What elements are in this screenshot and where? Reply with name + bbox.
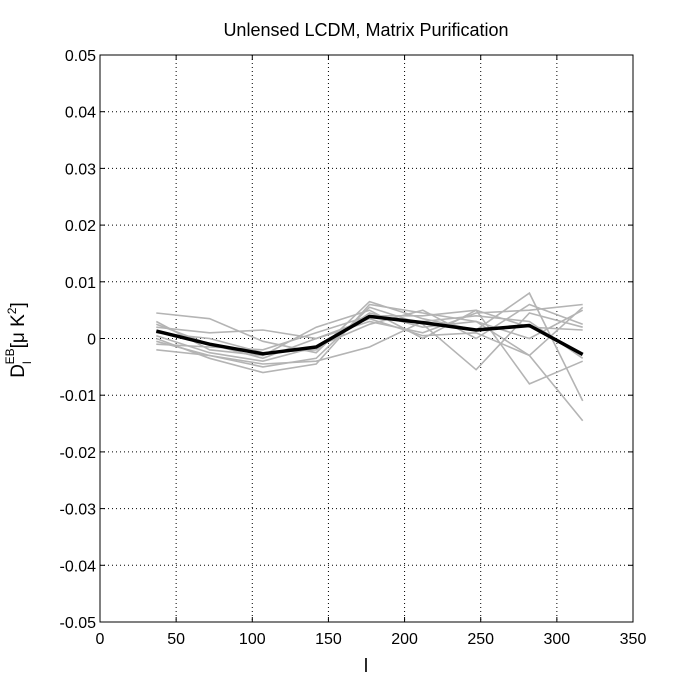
- y-tick-label: 0: [87, 332, 96, 349]
- x-tick-label: 100: [239, 631, 266, 648]
- x-tick-label: 300: [544, 631, 571, 648]
- y-tick-label: 0.01: [65, 275, 96, 292]
- y-axis-label: DlEB[μ K2]: [3, 302, 34, 378]
- y-label-unit-prefix: [μ K: [8, 314, 29, 349]
- grid: [100, 55, 633, 622]
- x-tick-label: 200: [391, 631, 418, 648]
- y-label-sup: EB: [3, 348, 17, 364]
- simulation-series-line-1: [156, 291, 584, 402]
- y-tick-label: -0.04: [60, 558, 97, 575]
- x-tick-label: 0: [96, 631, 105, 648]
- axis-ticks: [99, 54, 634, 623]
- x-axis-label: l: [364, 656, 368, 677]
- x-tick-label: 50: [167, 631, 185, 648]
- simulation-series-line-9: [156, 309, 584, 354]
- y-tick-label: 0.04: [65, 105, 96, 122]
- mean-series-line: [155, 314, 584, 356]
- x-tick-label: 250: [467, 631, 494, 648]
- x-tick-label: 350: [620, 631, 647, 648]
- simulation-series-line-4: [156, 303, 583, 340]
- simulation-series-line-6: [155, 309, 583, 357]
- y-tick-label: 0.03: [65, 161, 96, 178]
- x-tick-labels: 0 50 100 150 200 250 300 350: [96, 631, 647, 648]
- y-label-main: D: [8, 364, 29, 378]
- x-tick-label: 150: [315, 631, 342, 648]
- chart-title: Unlensed LCDM, Matrix Purification: [223, 20, 508, 40]
- mean-line-group: [155, 314, 584, 356]
- y-label-unit-suffix: ]: [8, 302, 29, 307]
- y-tick-label: -0.05: [60, 615, 97, 632]
- simulation-series-line-2: [156, 303, 584, 422]
- y-tick-label: -0.01: [60, 388, 97, 405]
- y-tick-label: -0.02: [60, 445, 97, 462]
- simulation-series-line-5: [156, 306, 583, 371]
- y-tick-label: -0.03: [60, 502, 97, 519]
- y-label-unit-sup: 2: [5, 307, 19, 314]
- svg-text:DlEB[μ K2]: DlEB[μ K2]: [3, 302, 34, 378]
- y-tick-label: 0.05: [65, 48, 96, 65]
- y-tick-label: 0.02: [65, 218, 96, 235]
- y-tick-labels: -0.05 -0.04 -0.03 -0.02 -0.01 0 0.01 0.02 0.03 0.…: [60, 48, 97, 632]
- simulation-series-line-7: [156, 303, 583, 363]
- simulation-series-line-8: [156, 314, 584, 365]
- y-label-sub: l: [20, 361, 34, 364]
